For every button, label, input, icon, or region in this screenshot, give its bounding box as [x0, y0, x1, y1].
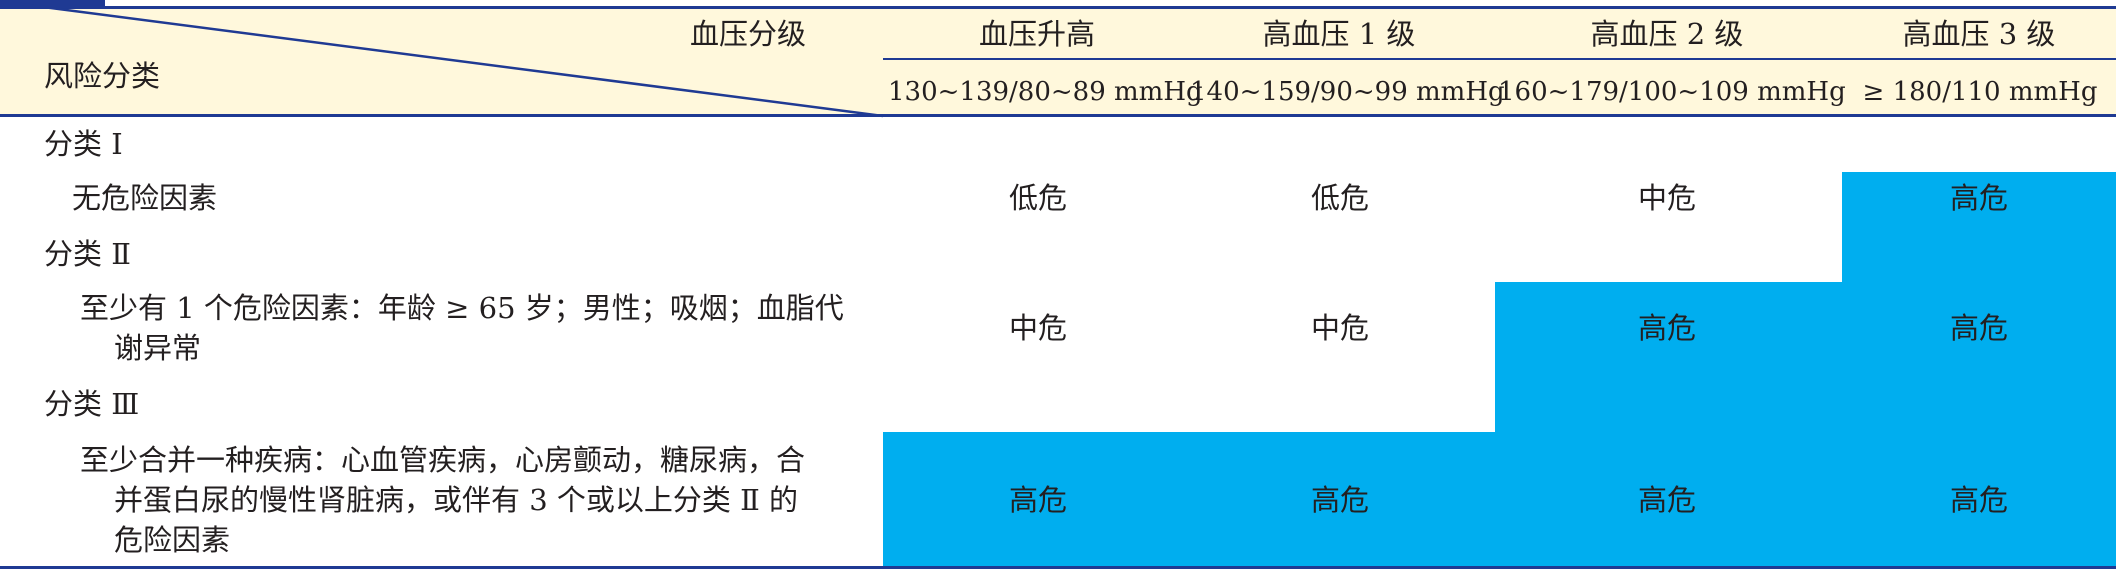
- category-2-criteria-line-1: 至少有 1 个危险因素：年龄 ≥ 65 岁；男性；吸烟；血脂代: [80, 291, 844, 325]
- high-risk-cell: [1495, 282, 2116, 432]
- category-3-criteria-line-3: 危险因素: [114, 523, 231, 557]
- column-range-grade-1: 140~159/90~99 mmHg: [1190, 77, 1505, 107]
- category-3-criteria-line-1: 至少合并一种疾病：心血管疾病，心房颤动，糖尿病，合: [80, 443, 806, 477]
- risk-cell: 低危: [1008, 181, 1067, 215]
- risk-cell: 中危: [1008, 311, 1067, 345]
- column-range-grade-3: ≥ 180/110 mmHg: [1862, 77, 2098, 107]
- risk-cell: 高危: [1949, 311, 2008, 345]
- column-header-grade-1: 高血压 1 级: [1262, 17, 1416, 51]
- risk-category-label: 风险分类: [44, 59, 161, 93]
- risk-cell: 低危: [1310, 181, 1369, 215]
- category-1-criteria: 无危险因素: [72, 181, 218, 215]
- risk-cell: 高危: [1637, 311, 1696, 345]
- category-3-criteria-line-2: 并蛋白尿的慢性肾脏病，或伴有 3 个或以上分类 Ⅱ 的: [114, 483, 799, 517]
- category-1-label: 分类 Ⅰ: [44, 127, 123, 161]
- risk-cell: 高危: [1949, 181, 2008, 215]
- column-header-grade-2: 高血压 2 级: [1590, 17, 1744, 51]
- risk-cell: 高危: [1637, 483, 1696, 517]
- category-2-label: 分类 Ⅱ: [44, 237, 131, 271]
- column-header-bp-elevated: 血压升高: [978, 17, 1095, 51]
- header-mid-rule: [883, 58, 2116, 60]
- risk-cell: 中危: [1637, 181, 1696, 215]
- category-3-label: 分类 Ⅲ: [44, 387, 140, 421]
- risk-cell: 高危: [1008, 483, 1067, 517]
- column-range-bp-elevated: 130~139/80~89 mmHg: [888, 77, 1203, 107]
- risk-cell: 高危: [1949, 483, 2008, 517]
- category-2-criteria-line-2: 谢异常: [114, 331, 202, 365]
- column-header-grade-3: 高血压 3 级: [1902, 17, 2056, 51]
- risk-cell: 高危: [1310, 483, 1369, 517]
- column-range-grade-2: 160~179/100~109 mmHg: [1498, 77, 1846, 107]
- bottom-rule: [0, 566, 2116, 569]
- high-risk-cell: [1842, 172, 2116, 282]
- risk-cell: 中危: [1310, 311, 1369, 345]
- top-rule: [0, 6, 2116, 9]
- high-risk-cell: [883, 432, 2116, 566]
- bp-grade-label: 血压分级: [690, 17, 807, 51]
- header-bottom-rule: [0, 114, 2116, 117]
